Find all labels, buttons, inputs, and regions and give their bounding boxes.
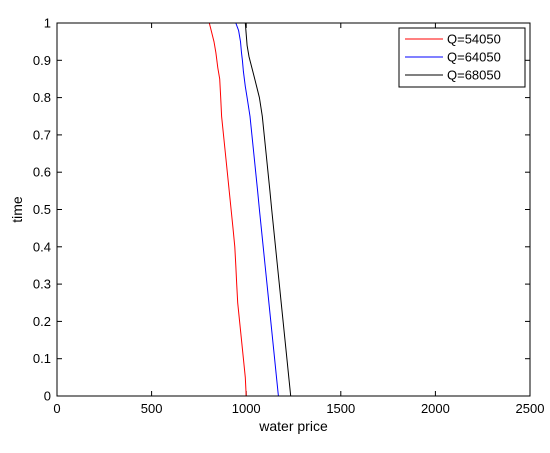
x-tick-label: 500 <box>141 401 163 416</box>
legend: Q=54050 Q=64050 Q=68050 <box>398 27 526 88</box>
y-axis-label: time <box>9 196 25 223</box>
x-tick-label: 2000 <box>421 401 450 416</box>
axis-ticks: 0 500 1000 1500 2000 2500 0 0.1 0.2 0.3 0.4 0.5 0.6 0… <box>33 16 545 417</box>
x-axis-label: water price <box>258 418 328 434</box>
y-tick-label: 0.1 <box>33 351 51 366</box>
y-tick-label: 0.4 <box>33 239 51 254</box>
y-tick-label: 0.9 <box>33 53 51 68</box>
series-line-1 <box>208 22 247 397</box>
x-tick-label: 1500 <box>326 401 355 416</box>
series-group <box>208 22 292 397</box>
series-line-2 <box>235 22 279 397</box>
x-tick-label: 1000 <box>232 401 261 416</box>
plot-frame <box>56 22 531 397</box>
y-tick-label: 0 <box>44 389 51 404</box>
y-tick-label: 1 <box>44 16 51 31</box>
y-tick-label: 0.8 <box>33 90 51 105</box>
y-tick-label: 0.7 <box>33 127 51 142</box>
legend-label: Q=54050 <box>447 32 501 47</box>
y-tick-label: 0.5 <box>33 202 51 217</box>
y-tick-label: 0.6 <box>33 165 51 180</box>
series-line-3 <box>244 22 292 397</box>
y-tick-label: 0.3 <box>33 277 51 292</box>
legend-label: Q=64050 <box>447 50 501 65</box>
legend-label: Q=68050 <box>447 68 501 83</box>
x-tick-label: 0 <box>53 401 60 416</box>
y-tick-label: 0.2 <box>33 314 51 329</box>
x-tick-label: 2500 <box>516 401 545 416</box>
